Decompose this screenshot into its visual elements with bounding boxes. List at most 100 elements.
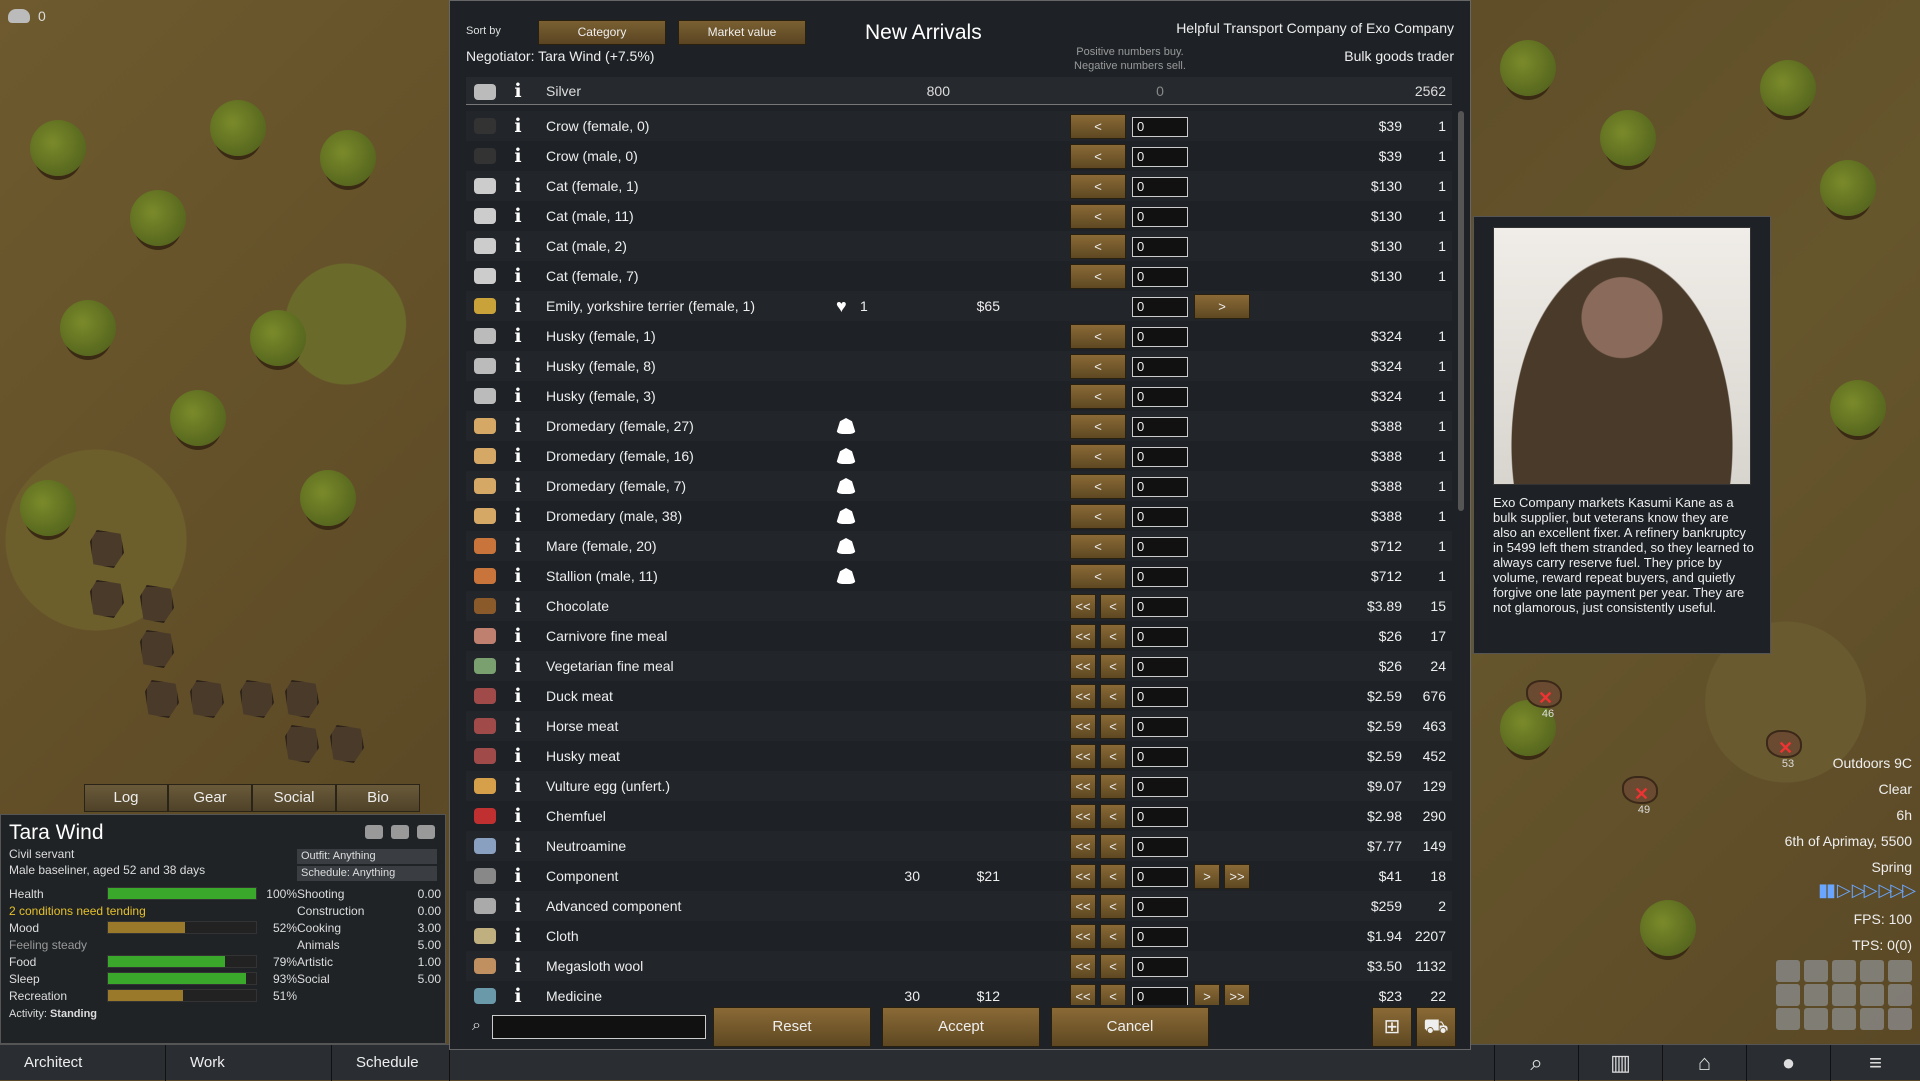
buy-button[interactable]: < [1070, 504, 1126, 529]
info-icon[interactable]: i [514, 115, 522, 137]
sell-all-button[interactable]: >> [1224, 864, 1250, 889]
trade-amount-input[interactable]: 0 [1132, 957, 1188, 977]
trade-amount-input[interactable]: 0 [1132, 657, 1188, 677]
trade-row[interactable]: i Vulture egg (unfert.) << <0 $9.07 129 [466, 771, 1452, 801]
tree[interactable] [300, 470, 356, 526]
tree[interactable] [1820, 160, 1876, 216]
trade-amount-input[interactable]: 0 [1132, 537, 1188, 557]
trade-amount-input[interactable]: 0 [1132, 297, 1188, 317]
info-icon[interactable]: i [514, 595, 522, 617]
home-area-icon[interactable] [1832, 960, 1856, 982]
outfit-selector[interactable]: Outfit: Anything [297, 849, 437, 864]
accept-button[interactable]: Accept [882, 1007, 1040, 1047]
trade-row[interactable]: i Dromedary (female, 7) <0 $388 1 [466, 471, 1452, 501]
trade-amount-input[interactable]: 0 [1132, 567, 1188, 587]
camera-icon[interactable] [391, 825, 409, 839]
info-icon[interactable]: i [514, 775, 522, 797]
check-icon[interactable] [1860, 1008, 1884, 1030]
book-icon[interactable]: ▥ [1578, 1045, 1662, 1081]
trade-row[interactable]: i Stallion (male, 11) <0 $712 1 [466, 561, 1452, 591]
tree[interactable] [20, 480, 76, 536]
buy-all-button[interactable]: << [1070, 894, 1096, 919]
info-icon[interactable]: i [514, 925, 522, 947]
trade-amount-input[interactable]: 0 [1132, 447, 1188, 467]
sell-all-button[interactable]: >> [1224, 984, 1250, 1005]
info-icon[interactable]: i [514, 715, 522, 737]
info-icon[interactable]: i [514, 835, 522, 857]
buy-all-button[interactable]: << [1070, 834, 1096, 859]
map-animal[interactable]: ✕ 53 [1766, 730, 1802, 770]
rock[interactable] [90, 530, 124, 568]
buy-button[interactable]: < [1100, 894, 1126, 919]
trade-row[interactable]: i Emily, yorkshire terrier (female, 1) ♥ 1 $… [466, 291, 1452, 321]
schedule-selector[interactable]: Schedule: Anything [297, 866, 437, 881]
buy-all-button[interactable]: << [1070, 864, 1096, 889]
rock[interactable] [285, 680, 319, 718]
tab-log[interactable]: Log [84, 784, 168, 812]
tree[interactable] [1830, 380, 1886, 436]
buy-all-button[interactable]: << [1070, 744, 1096, 769]
draft-icon[interactable] [417, 825, 435, 839]
trade-row[interactable]: i Chemfuel << <0 $2.98 290 [466, 801, 1452, 831]
info-icon[interactable]: i [514, 175, 522, 197]
buy-all-button[interactable]: << [1070, 594, 1096, 619]
play-icon[interactable]: ▷ [1836, 880, 1851, 900]
tree[interactable] [1760, 60, 1816, 116]
trade-row[interactable]: i Cat (male, 11) <0 $130 1 [466, 201, 1452, 231]
no-entry-icon[interactable] [1860, 984, 1884, 1006]
sell-button[interactable]: > [1194, 984, 1220, 1005]
menu-icon[interactable]: ≡ [1830, 1045, 1920, 1081]
buy-button[interactable]: < [1070, 204, 1126, 229]
trade-row[interactable]: i Husky (female, 3) <0 $324 1 [466, 381, 1452, 411]
trade-row[interactable]: i Neutroamine << <0 $7.77 149 [466, 831, 1452, 861]
tree[interactable] [1500, 700, 1556, 756]
trade-row[interactable]: i Dromedary (female, 16) <0 $388 1 [466, 441, 1452, 471]
buy-button[interactable]: < [1100, 864, 1126, 889]
cart-icon[interactable]: ⛟ [1416, 1007, 1456, 1047]
tree[interactable] [250, 310, 306, 366]
tree[interactable] [60, 300, 116, 356]
rock[interactable] [240, 680, 274, 718]
trade-row[interactable]: i Cat (male, 2) <0 $130 1 [466, 231, 1452, 261]
trade-amount-input[interactable]: 0 [1132, 417, 1188, 437]
buy-button[interactable]: < [1100, 984, 1126, 1005]
gift-icon[interactable]: ⊞ [1372, 1007, 1412, 1047]
buy-button[interactable]: < [1070, 564, 1126, 589]
trade-row[interactable]: i Carnivore fine meal << <0 $26 17 [466, 621, 1452, 651]
tab-bio[interactable]: Bio [336, 784, 420, 812]
tree[interactable] [130, 190, 186, 246]
grid-icon[interactable] [1776, 1008, 1800, 1030]
tab-gear[interactable]: Gear [168, 784, 252, 812]
map-animal[interactable]: ✕ 49 [1622, 776, 1658, 816]
buy-all-button[interactable]: << [1070, 924, 1096, 949]
trade-row[interactable]: i Husky (female, 8) <0 $324 1 [466, 351, 1452, 381]
trade-row[interactable]: i Megasloth wool << <0 $3.50 1132 [466, 951, 1452, 981]
trade-row[interactable]: i Crow (female, 0) <0 $39 1 [466, 111, 1452, 141]
rock[interactable] [145, 680, 179, 718]
info-icon[interactable]: i [514, 205, 522, 227]
info-icon[interactable]: i [514, 265, 522, 287]
self-tend-icon[interactable] [365, 825, 383, 839]
tree[interactable] [210, 100, 266, 156]
rock[interactable] [285, 725, 319, 763]
tradeable-list[interactable]: i Crow (female, 0) <0 $39 1 i Crow (male, 0) <0… [466, 111, 1452, 1005]
buy-button[interactable]: < [1070, 354, 1126, 379]
trade-amount-input[interactable]: 0 [1132, 357, 1188, 377]
info-icon[interactable]: i [514, 295, 522, 317]
trade-row[interactable]: i Horse meat << <0 $2.59 463 [466, 711, 1452, 741]
info-icon[interactable]: i [514, 355, 522, 377]
buy-all-button[interactable]: << [1070, 714, 1096, 739]
buy-all-button[interactable]: << [1070, 804, 1096, 829]
sun-icon[interactable] [1888, 1008, 1912, 1030]
info-icon[interactable]: i [514, 385, 522, 407]
buy-all-button[interactable]: << [1070, 774, 1096, 799]
list-scrollbar[interactable] [1458, 111, 1464, 511]
buy-button[interactable]: < [1070, 444, 1126, 469]
buy-button[interactable]: < [1100, 924, 1126, 949]
work-button[interactable]: Work [166, 1045, 332, 1081]
trade-amount-input[interactable]: 0 [1132, 597, 1188, 617]
tree[interactable] [320, 130, 376, 186]
sort-market-value-button[interactable]: Market value [678, 20, 806, 45]
info-icon[interactable]: i [514, 655, 522, 677]
trade-row[interactable]: i Advanced component << <0 $259 2 [466, 891, 1452, 921]
